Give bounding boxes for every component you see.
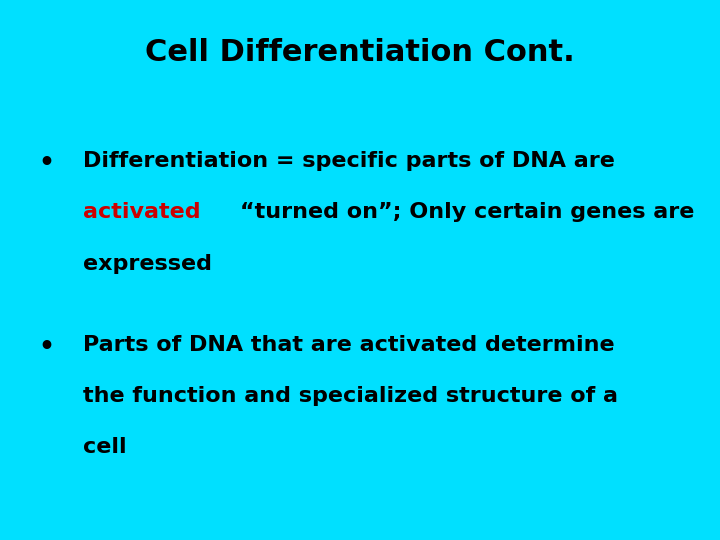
Text: Differentiation = specific parts of DNA are: Differentiation = specific parts of DNA …	[83, 151, 615, 171]
Text: cell: cell	[83, 437, 127, 457]
Text: •: •	[39, 151, 55, 175]
Text: •: •	[39, 335, 55, 359]
Text: Cell Differentiation Cont.: Cell Differentiation Cont.	[145, 38, 575, 67]
Text: the function and specialized structure of a: the function and specialized structure o…	[83, 386, 618, 406]
Text: expressed: expressed	[83, 254, 212, 274]
Text: “turned on”; Only certain genes are: “turned on”; Only certain genes are	[240, 202, 695, 222]
Text: activated: activated	[83, 202, 200, 222]
Text: Parts of DNA that are activated determine: Parts of DNA that are activated determin…	[83, 335, 614, 355]
